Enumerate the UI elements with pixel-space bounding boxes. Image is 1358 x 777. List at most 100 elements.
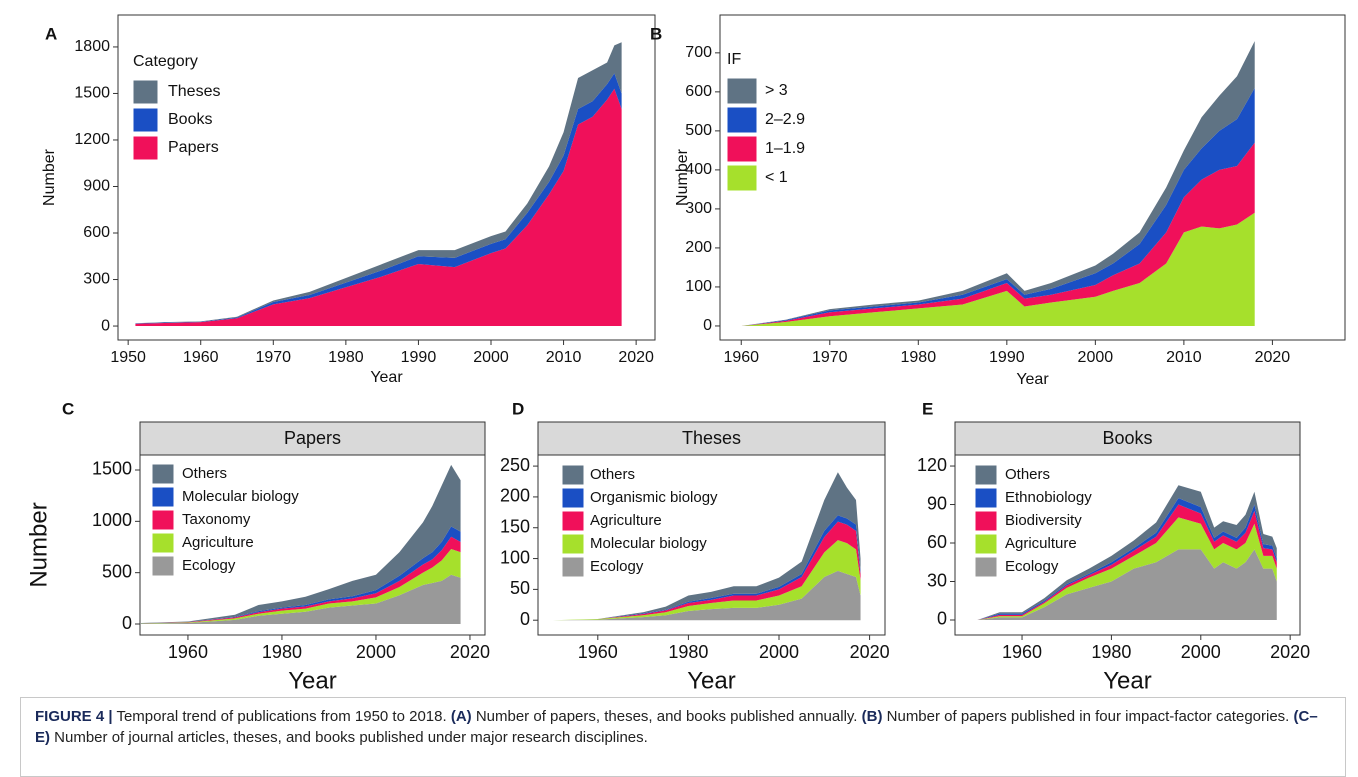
legend-key — [151, 555, 175, 577]
x-tick-label: 2010 — [1166, 349, 1202, 366]
x-tick-label: 2000 — [356, 642, 396, 662]
area — [552, 521, 861, 621]
x-tick-label: 2000 — [759, 642, 799, 662]
caption-text: Number of papers published in four impac… — [886, 708, 1290, 725]
area — [741, 142, 1255, 326]
x-tick-label: 1980 — [1091, 642, 1131, 662]
x-tick-label: 1960 — [168, 642, 208, 662]
panel-letter: D — [512, 399, 524, 418]
plot-frame — [537, 454, 886, 636]
legend-key — [726, 135, 758, 163]
x-tick-label: 1990 — [989, 349, 1025, 366]
legend-label: Others — [182, 465, 227, 482]
x-tick-label: 1990 — [401, 349, 437, 366]
x-axis-label: Year — [370, 369, 403, 386]
area — [135, 42, 622, 324]
y-tick-label: 700 — [685, 44, 712, 61]
panel-letter: B — [650, 24, 662, 43]
legend-key — [561, 556, 585, 578]
x-tick-label: 2000 — [1181, 642, 1221, 662]
legend-key — [151, 532, 175, 554]
area — [741, 212, 1255, 326]
legend-label: Ecology — [182, 557, 236, 574]
y-tick-label: 600 — [685, 83, 712, 100]
y-tick-label: 200 — [500, 486, 530, 506]
legend-label: Taxonomy — [182, 511, 251, 528]
y-tick-label: 0 — [937, 609, 947, 629]
x-axis-label: Year — [687, 667, 736, 694]
area — [552, 540, 861, 621]
y-axis-label: Number — [41, 148, 58, 206]
x-tick-label: 1950 — [110, 349, 146, 366]
legend-key — [974, 464, 998, 486]
x-tick-label: 2000 — [1078, 349, 1114, 366]
x-tick-label: 1970 — [812, 349, 848, 366]
strip — [537, 421, 886, 456]
x-tick-label: 2020 — [850, 642, 890, 662]
y-tick-label: 0 — [122, 613, 132, 633]
y-tick-label: 1800 — [74, 38, 110, 55]
y-tick-label: 400 — [685, 161, 712, 178]
x-tick-label: 2020 — [1255, 349, 1291, 366]
plot-frame — [117, 14, 656, 341]
x-axis-label: Year — [1016, 371, 1049, 388]
y-tick-label: 300 — [83, 271, 110, 288]
y-tick-label: 200 — [685, 239, 712, 256]
legend-label: Molecular biology — [182, 488, 299, 505]
legend-key — [151, 463, 175, 485]
legend-key — [561, 510, 585, 532]
strip — [139, 421, 486, 456]
plot-frame — [954, 454, 1301, 636]
y-tick-label: 250 — [500, 455, 530, 475]
legend-key — [726, 77, 758, 105]
x-tick-label: 1980 — [668, 642, 708, 662]
y-tick-label: 1200 — [74, 131, 110, 148]
y-tick-label: 1000 — [92, 510, 132, 530]
legend-label: Agriculture — [182, 534, 254, 551]
figure: 1950 1960 1970 1980 1990 2000 2010 202003006009… — [25, 14, 1346, 694]
legend-label: Papers — [168, 139, 219, 156]
y-tick-label: 1500 — [74, 85, 110, 102]
x-tick-label: 2020 — [1270, 642, 1310, 662]
x-tick-label: 2020 — [450, 642, 490, 662]
legend-label: Molecular biology — [590, 535, 707, 552]
legend-label: Others — [1005, 466, 1050, 483]
y-tick-label: 60 — [927, 532, 947, 552]
y-axis-label: Number — [674, 148, 691, 206]
y-tick-label: 600 — [83, 224, 110, 241]
x-axis-label: Year — [1103, 667, 1152, 694]
area — [135, 73, 622, 324]
x-tick-label: 2010 — [546, 349, 582, 366]
strip-label: Theses — [682, 428, 741, 448]
strip-label: Books — [1102, 428, 1152, 448]
x-tick-label: 1960 — [578, 642, 618, 662]
legend-key — [726, 164, 758, 192]
legend-label: Ethnobiology — [1005, 489, 1092, 506]
strip-label: Papers — [284, 428, 341, 448]
area — [135, 88, 622, 327]
x-tick-label: 1960 — [1002, 642, 1042, 662]
legend-key — [726, 106, 758, 134]
legend-label: Agriculture — [590, 512, 662, 529]
area — [140, 464, 461, 624]
caption-ref: (C–E) — [35, 708, 1318, 746]
legend-label: Agriculture — [1005, 535, 1077, 552]
legend-title: Category — [133, 53, 198, 70]
legend-label: 1–1.9 — [765, 140, 805, 157]
strip — [954, 421, 1301, 456]
caption-text: Number of journal articles, theses, and … — [54, 729, 648, 746]
y-tick-label: 100 — [500, 547, 530, 567]
x-axis-label: Year — [288, 667, 337, 694]
legend-label: < 1 — [765, 169, 788, 186]
legend-label: Biodiversity — [1005, 512, 1082, 529]
legend-label: Theses — [168, 83, 220, 100]
x-tick-label: 2020 — [618, 349, 654, 366]
area — [552, 472, 861, 621]
panel-letter: C — [62, 399, 74, 418]
y-tick-label: 150 — [500, 516, 530, 536]
legend-title: IF — [727, 51, 741, 68]
plot-frame — [719, 14, 1346, 341]
area — [552, 515, 861, 621]
x-tick-label: 1970 — [255, 349, 291, 366]
